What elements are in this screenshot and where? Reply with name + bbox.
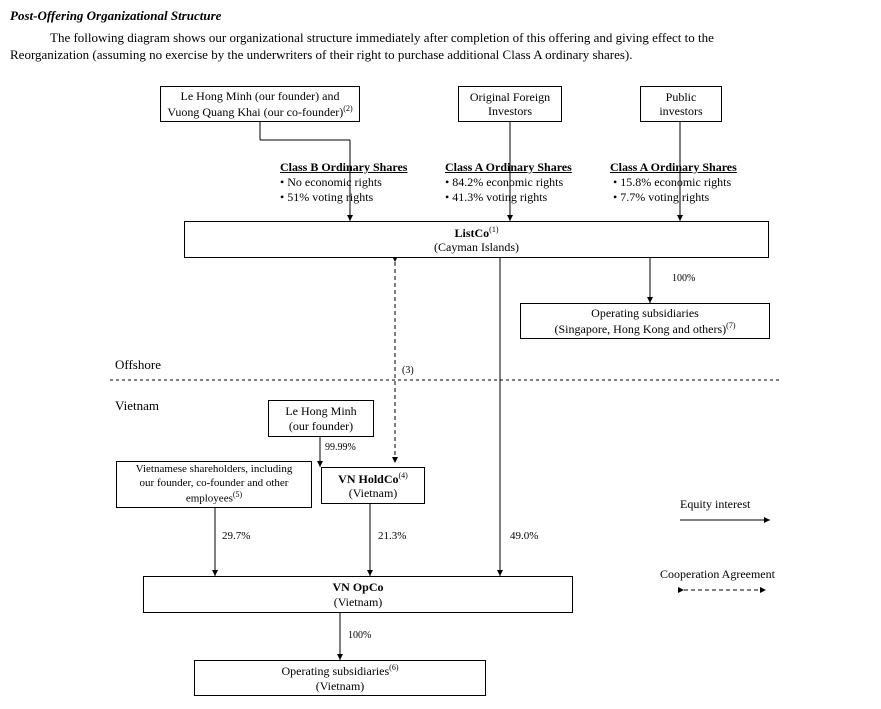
ofi-line2: Investors: [488, 104, 532, 118]
label-opco-subs-pct: 100%: [348, 630, 371, 643]
label-listco-opco-pct: 49.0%: [510, 530, 538, 544]
box-founders: Le Hong Minh (our founder) and Vuong Qua…: [160, 86, 360, 122]
label-dashed-note: (3): [402, 365, 414, 378]
founders-line2: Vuong Quang Khai (our co-founder)(2): [167, 104, 352, 119]
vnsh-line3: employees(5): [186, 490, 242, 506]
vnsh-line2: our founder, co-founder and other: [140, 477, 289, 490]
box-vn-shareholders: Vietnamese shareholders, including our f…: [116, 461, 312, 508]
label-class-b: Class B Ordinary Shares • No economic ri…: [280, 160, 435, 205]
ops-off-line1: Operating subsidiaries: [591, 306, 699, 320]
label-holdco-opco-pct: 21.3%: [378, 530, 406, 544]
box-vn-opco: VN OpCo (Vietnam): [143, 576, 573, 613]
lhm-vn-line2: (our founder): [289, 419, 353, 433]
ops-vn-line2: (Vietnam): [316, 679, 365, 693]
pi-line1: Public: [666, 90, 697, 104]
region-offshore-label: Offshore: [115, 357, 161, 373]
legend-coop-label: Cooperation Agreement: [660, 567, 775, 582]
opco-line2: (Vietnam): [334, 595, 383, 609]
founders-line1: Le Hong Minh (our founder) and: [181, 89, 340, 103]
box-lhm-founder-vn: Le Hong Minh (our founder): [268, 400, 374, 437]
ofi-line1: Original Foreign: [470, 90, 550, 104]
label-class-a-1: Class A Ordinary Shares • 84.2% economic…: [445, 160, 600, 205]
box-operating-subs-vn: Operating subsidiaries(6) (Vietnam): [194, 660, 486, 696]
box-listco: ListCo(1) (Cayman Islands): [184, 221, 769, 258]
legend-equity-label: Equity interest: [680, 497, 750, 512]
label-listco-ops-pct: 100%: [672, 273, 695, 286]
ops-vn-line1: Operating subsidiaries(6): [282, 663, 399, 678]
ops-off-line2: (Singapore, Hong Kong and others)(7): [555, 321, 736, 336]
opco-line1: VN OpCo: [332, 580, 383, 594]
box-public-investors: Public investors: [640, 86, 722, 122]
region-vietnam-label: Vietnam: [115, 398, 159, 414]
lhm-vn-line1: Le Hong Minh: [285, 404, 356, 418]
label-lhm-holdco-pct: 99.99%: [325, 442, 356, 455]
page: Post-Offering Organizational Structure T…: [0, 0, 881, 709]
box-operating-subs-offshore: Operating subsidiaries (Singapore, Hong …: [520, 303, 770, 339]
vnsh-line1: Vietnamese shareholders, including: [136, 463, 293, 476]
label-class-a-2: Class A Ordinary Shares • 15.8% economic…: [610, 160, 770, 205]
label-vnsh-opco-pct: 29.7%: [222, 530, 250, 544]
holdco-line1: VN HoldCo(4): [338, 471, 408, 486]
box-vn-holdco: VN HoldCo(4) (Vietnam): [321, 467, 425, 504]
listco-line1: ListCo(1): [455, 225, 499, 240]
pi-line2: investors: [659, 104, 702, 118]
listco-line2: (Cayman Islands): [434, 240, 519, 254]
holdco-line2: (Vietnam): [349, 486, 398, 500]
box-original-foreign-investors: Original Foreign Investors: [458, 86, 562, 122]
